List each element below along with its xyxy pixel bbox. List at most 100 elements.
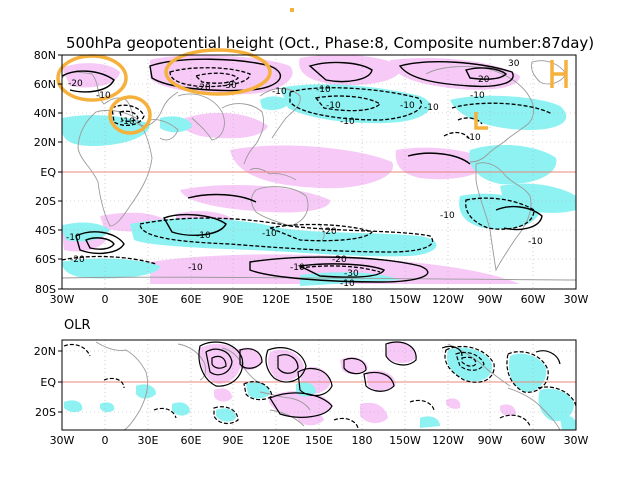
bottom-map: 20N EQ 20S 30W 0 30E 60E 90E 120E 150E 1… xyxy=(34,339,589,447)
lon-label: 90W xyxy=(478,293,503,306)
contour-label: -30 xyxy=(344,269,359,279)
olr-positive-contours xyxy=(198,341,561,418)
contour-label: -10 xyxy=(440,211,455,221)
contour-label: -10 xyxy=(528,237,543,247)
olr-panel-label: OLR xyxy=(64,318,91,333)
lon-label: 150W xyxy=(389,293,421,306)
nz-coast xyxy=(319,225,325,241)
lon-label: 60E xyxy=(181,434,202,447)
lat-label: 20S xyxy=(35,195,56,208)
lon-label: 90E xyxy=(223,293,244,306)
contour-label: -10 xyxy=(424,103,439,113)
lat-label: EQ xyxy=(40,166,56,179)
south-america-coast-olr xyxy=(507,387,561,430)
lat-label: 60N xyxy=(34,78,56,91)
contour-label: -20 xyxy=(196,83,211,93)
contour-label: -10 xyxy=(470,91,485,101)
antarctica-coast xyxy=(62,276,576,281)
positive-anomaly-shading xyxy=(62,55,520,284)
contour-label: -20 xyxy=(68,79,83,89)
contour-label: -10 xyxy=(290,263,305,273)
top-shading xyxy=(62,55,576,286)
north-america-coast xyxy=(425,66,535,163)
africa-coast xyxy=(77,109,153,227)
highlight-annotations xyxy=(56,48,568,135)
contour-label: -10 xyxy=(340,117,355,127)
top-coastlines xyxy=(62,60,576,281)
indonesia-coast xyxy=(249,167,297,181)
lon-label: 120E xyxy=(262,293,290,306)
top-lat-labels: 80N 60N 40N 20N EQ 20S 40S 60S 80S xyxy=(34,49,57,296)
lon-label: 30W xyxy=(50,434,75,447)
highlight-north-atlantic xyxy=(56,54,128,102)
contour-label: -20 xyxy=(70,255,85,265)
lon-label: 30E xyxy=(138,293,159,306)
lon-label: 30W xyxy=(50,293,75,306)
contour-label: -10 xyxy=(400,101,415,111)
lon-label: 0 xyxy=(102,434,109,447)
lon-label: 180 xyxy=(352,293,373,306)
olr-shading xyxy=(64,341,576,430)
lon-label: 120W xyxy=(432,434,464,447)
lat-label: 20N xyxy=(34,136,56,149)
bottom-axis-ticks xyxy=(58,350,62,413)
lon-label: 30W xyxy=(564,293,589,306)
india-coast xyxy=(177,93,225,141)
contour-label: -20 xyxy=(332,255,347,265)
contour-label: -10 xyxy=(316,85,331,95)
contour-label: -10 xyxy=(96,91,111,101)
highlight-mediterranean xyxy=(108,95,152,135)
contour-label: 20 xyxy=(478,75,490,85)
lon-label: 150E xyxy=(305,434,333,447)
bottom-lon-labels: 30W 0 30E 60E 90E 120E 150E 180 150W 120… xyxy=(50,434,589,447)
lat-label: 20N xyxy=(34,345,56,358)
contour-label: -10 xyxy=(340,279,355,289)
top-contours xyxy=(62,58,553,283)
highlight-siberia xyxy=(164,48,272,96)
top-contour-labels: -20 -10 -20 -30 -10 -10 -10 -10 -10 -10 … xyxy=(66,59,543,289)
contour-label: -10 xyxy=(262,229,277,239)
contour-label: -10 xyxy=(326,101,341,111)
top-map: -20 -10 -20 -30 -10 -10 -10 -10 -10 -10 … xyxy=(34,48,589,306)
lon-label: 180 xyxy=(352,434,373,447)
lat-label: 20S xyxy=(35,406,56,419)
lat-label: 60S xyxy=(35,253,56,266)
contour-label: -10 xyxy=(120,117,135,127)
lat-label: 40N xyxy=(34,107,56,120)
lon-label: 60W xyxy=(521,434,546,447)
south-america-coast xyxy=(475,162,532,272)
contour-label: -10 xyxy=(272,87,287,97)
arabia-coast xyxy=(149,119,179,141)
indonesia-coast-olr xyxy=(259,391,311,411)
contour-label: -30 xyxy=(222,81,237,91)
east-asia-coast xyxy=(259,88,301,139)
lon-label: 120E xyxy=(262,434,290,447)
top-lon-labels: 30W 0 30E 60E 90E 120E 150E 180 150W 120… xyxy=(50,293,589,306)
lon-label: 90E xyxy=(223,434,244,447)
bottom-lat-labels: 20N EQ 20S xyxy=(34,345,57,419)
contour-label: -10 xyxy=(66,233,81,243)
top-gridlines xyxy=(62,55,576,289)
lon-label: 0 xyxy=(102,293,109,306)
chart-title: 500hPa geopotential height (Oct., Phase:… xyxy=(66,34,595,52)
top-axis-ticks xyxy=(58,54,62,290)
olr-contours xyxy=(63,341,576,429)
lon-label: 60W xyxy=(521,293,546,306)
contour-label: -10 xyxy=(466,133,481,143)
contour-label: -20 xyxy=(322,227,337,237)
africa-coast-olr xyxy=(95,341,149,430)
contour-label: -10 xyxy=(196,231,211,241)
annotation-dot xyxy=(290,8,294,12)
lon-label: 150E xyxy=(305,293,333,306)
india-coast-olr xyxy=(177,343,207,381)
lon-label: 150W xyxy=(389,434,421,447)
positive-contours xyxy=(62,58,543,283)
lon-label: 120W xyxy=(432,293,464,306)
lat-label: 80N xyxy=(34,49,56,62)
lat-label: 80S xyxy=(35,283,56,296)
olr-positive-shading xyxy=(199,341,516,426)
bottom-gridlines xyxy=(62,340,576,430)
contour-label: 30 xyxy=(508,59,520,69)
negative-contours xyxy=(62,67,553,273)
